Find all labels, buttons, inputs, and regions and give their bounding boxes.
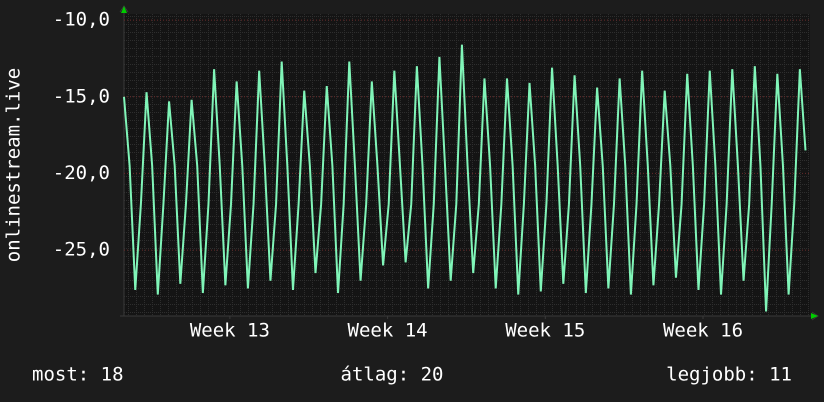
stat-current: most: 18	[32, 364, 124, 386]
stat-best: legjobb: 11	[666, 364, 792, 386]
y-arrow	[121, 6, 127, 13]
x-tick-label: Week 15	[505, 320, 585, 342]
data-line	[123, 44, 807, 312]
x-tick-label: Week 13	[190, 320, 270, 342]
y-tick-label: -15,0	[53, 85, 110, 107]
stat-average: átlag: 20	[341, 364, 444, 386]
x-arrow	[811, 313, 818, 319]
y-tick-label: -20,0	[53, 162, 110, 184]
y-axis-title: onlinestream.live	[3, 68, 25, 262]
x-tick-label: Week 14	[348, 320, 428, 342]
x-tick-label: Week 16	[663, 320, 743, 342]
y-tick-label: -25,0	[53, 239, 110, 261]
y-tick-label: -10,0	[53, 9, 110, 31]
